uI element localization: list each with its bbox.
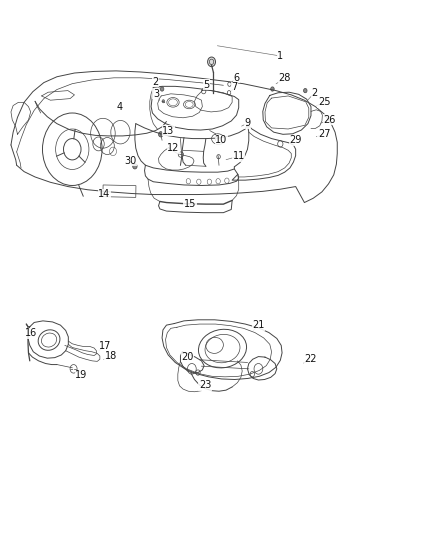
Text: 29: 29 [290,135,302,145]
Text: 28: 28 [279,74,291,83]
Circle shape [208,57,215,67]
Text: 20: 20 [181,352,194,361]
Text: 14: 14 [98,189,110,199]
Circle shape [271,87,274,91]
Text: 30: 30 [124,156,137,166]
Text: 25: 25 [318,98,330,107]
Text: 2: 2 [311,88,318,98]
Text: 19: 19 [75,370,88,380]
Text: 9: 9 [244,118,251,128]
Text: 3: 3 [153,89,159,99]
Text: 15: 15 [184,199,196,209]
Text: 17: 17 [99,342,111,351]
Text: 16: 16 [25,328,38,338]
Text: 11: 11 [233,151,245,161]
Text: 13: 13 [162,126,174,135]
Circle shape [159,132,163,137]
Text: 10: 10 [215,135,227,145]
Bar [103,185,136,197]
Circle shape [304,88,307,93]
Text: 23: 23 [199,381,211,390]
Text: 22: 22 [305,354,317,364]
Text: 2: 2 [152,77,159,86]
Text: 26: 26 [323,115,336,125]
Text: 7: 7 [232,83,238,92]
Text: 4: 4 [116,102,122,111]
Circle shape [162,100,165,103]
Text: 27: 27 [318,130,330,139]
Text: 12: 12 [167,143,180,153]
Circle shape [133,164,137,169]
Text: 6: 6 [233,73,239,83]
Text: 21: 21 [252,320,265,330]
Circle shape [160,87,164,91]
Text: 1: 1 [277,51,283,61]
Text: 18: 18 [105,351,117,361]
Text: 5: 5 [204,80,210,90]
